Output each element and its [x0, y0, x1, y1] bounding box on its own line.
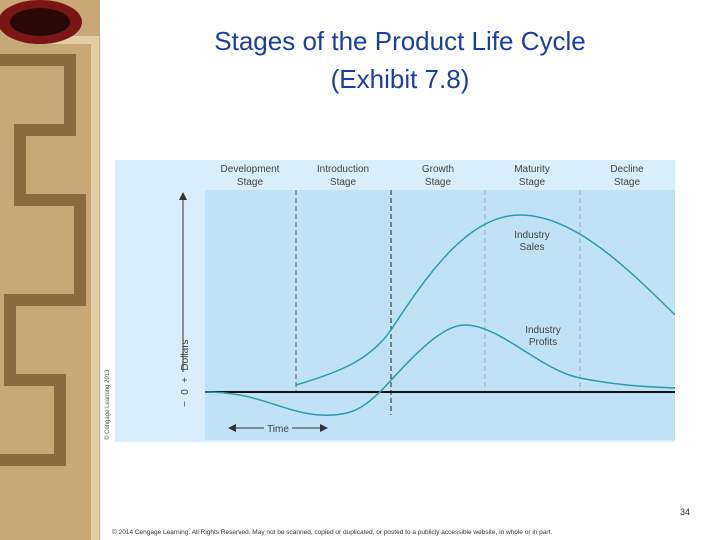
plot-area	[205, 190, 675, 440]
page-number: 34	[680, 507, 690, 517]
title: Stages of the Product Life Cycle	[214, 26, 585, 56]
stage-label: Stage	[519, 177, 546, 188]
curve-label: Sales	[519, 242, 544, 253]
curve-label: Industry	[514, 230, 550, 241]
stage-label: Growth	[422, 164, 454, 175]
stage-labels: Development Stage Introduction Stage Gro…	[221, 164, 645, 188]
stage-label: Stage	[425, 177, 452, 188]
axis-sign: 0	[180, 389, 191, 395]
axis-sign: −	[180, 401, 191, 407]
stage-label: Maturity	[514, 164, 550, 175]
copyright: © Cengage Learning 2013	[104, 369, 111, 440]
x-axis: Time	[228, 424, 328, 435]
stage-label: Introduction	[317, 164, 369, 175]
stage-label: Decline	[610, 164, 644, 175]
stage-label: Stage	[330, 177, 357, 188]
sales-curve	[295, 214, 676, 386]
stage-label: Development	[221, 164, 280, 175]
y-axis-label: Dollars	[180, 339, 191, 370]
x-axis-label: Time	[267, 424, 289, 435]
axis-sign: +	[180, 377, 191, 383]
y-axis: Dollars + 0 −	[179, 192, 191, 407]
stage-label: Stage	[614, 177, 641, 188]
stage-label: Stage	[237, 177, 264, 188]
profit-curve	[204, 324, 676, 416]
maze-image	[0, 0, 100, 540]
curve-label: Industry	[525, 325, 561, 336]
title: (Exhibit 7.8)	[331, 64, 470, 94]
curve-label: Profits	[529, 337, 557, 348]
footer: © 2014 Cengage Learning. All Rights Rese…	[112, 528, 552, 536]
